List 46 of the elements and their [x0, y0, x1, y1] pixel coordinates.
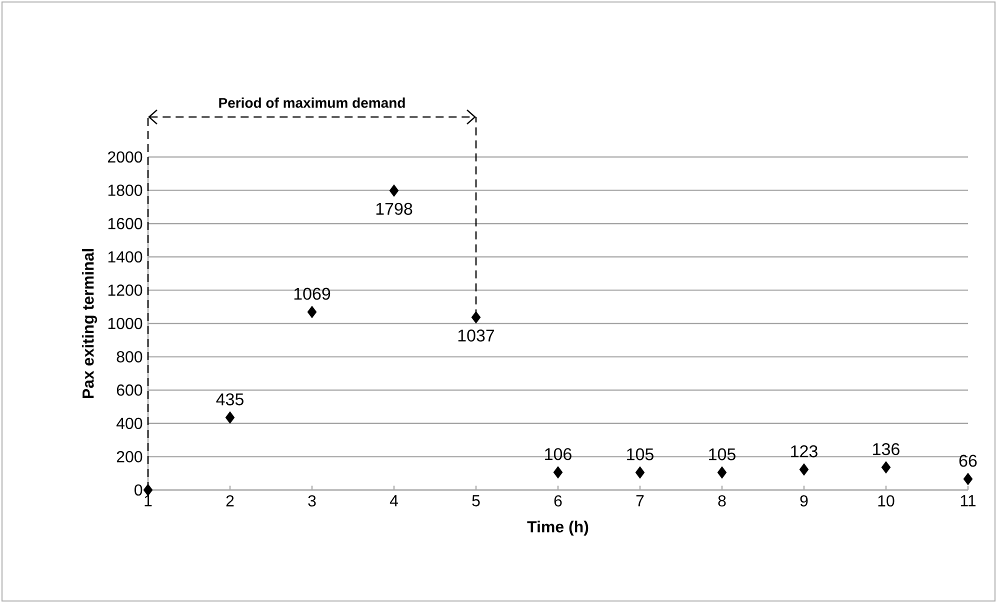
y-tick-label: 1200: [108, 284, 142, 296]
y-tick-label: 0: [134, 484, 142, 496]
x-tick-label: 11: [960, 495, 976, 506]
point: [143, 484, 153, 496]
x-tick-label: 3: [308, 495, 316, 507]
y-tick-label: 1600: [108, 218, 142, 230]
x-tick-label: 6: [554, 495, 562, 507]
data-label: 1798: [376, 202, 412, 215]
y-tick-label: 1400: [108, 251, 142, 263]
point: [963, 472, 973, 486]
data-label: 1069: [294, 288, 330, 300]
x-tick-label: 2: [226, 495, 234, 506]
data-label: 66: [959, 454, 977, 467]
y-tick-label: 600: [116, 384, 142, 396]
point: [307, 306, 317, 318]
point: [553, 466, 563, 479]
y-tick-label: 1000: [108, 318, 142, 330]
point: [635, 466, 645, 479]
x-axis-title: Time (h): [527, 520, 588, 536]
y-tick-label: 400: [116, 418, 142, 430]
x-tick-label: 7: [636, 495, 644, 506]
x-tick-label: 8: [718, 495, 726, 507]
x-tick-label: 4: [390, 495, 398, 506]
x-tick-label: 10: [878, 495, 894, 507]
y-tick-label: 2000: [108, 151, 142, 163]
data-label: 1037: [458, 330, 494, 342]
point: [471, 311, 481, 324]
x-tick-label: 1: [144, 495, 152, 506]
data-label: 123: [791, 445, 818, 458]
y-axis-title: Pax exiting terminal: [82, 249, 98, 398]
point: [225, 411, 235, 424]
data-label: 105: [627, 448, 654, 460]
data-label: 136: [873, 443, 900, 456]
point: [717, 466, 727, 479]
data-label: 435: [216, 393, 244, 406]
y-tick-label: 1800: [108, 184, 142, 196]
y-tick-label: 800: [116, 351, 142, 362]
text: Period of maximum demand: [219, 98, 405, 108]
y-tick-label: 200: [116, 451, 142, 462]
data-label: 105: [709, 448, 736, 460]
point: [389, 184, 399, 197]
data-label: 106: [545, 448, 572, 460]
x-tick-label: 5: [472, 495, 480, 506]
x-tick-label: 9: [800, 495, 808, 507]
point: [799, 463, 809, 476]
point: [881, 461, 891, 474]
